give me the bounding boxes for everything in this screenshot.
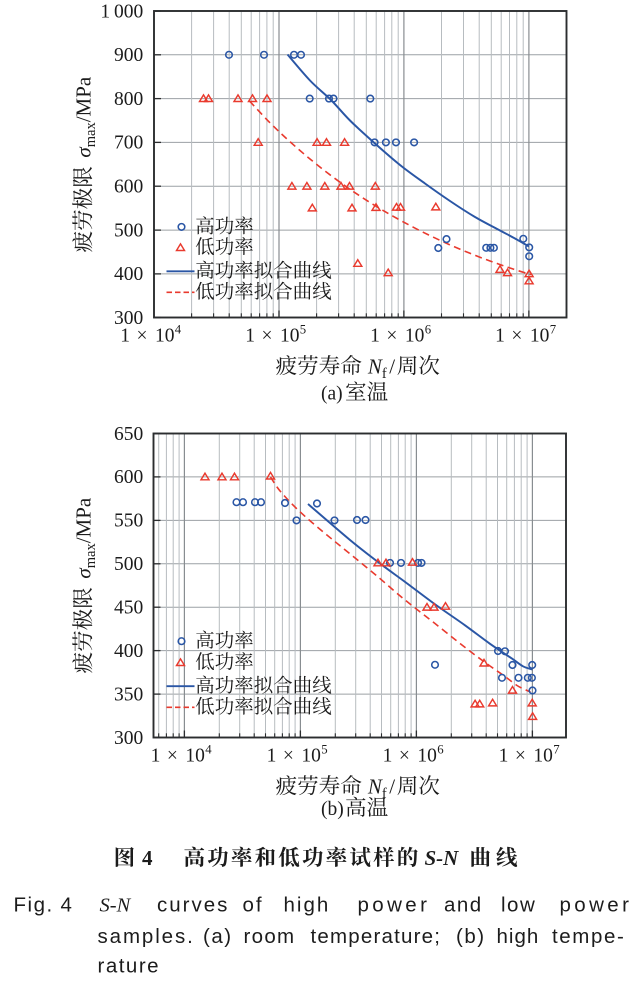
- svg-text:S-N: S-N: [100, 895, 132, 917]
- svg-text:1×106: 1 × 106: [370, 323, 432, 347]
- svg-text:high: high: [284, 894, 331, 917]
- svg-text:1×104: 1 × 104: [120, 323, 182, 347]
- svg-text:1×104: 1 × 104: [151, 743, 213, 767]
- svg-text:Fig.: Fig.: [14, 894, 54, 917]
- svg-text:S-N: S-N: [425, 846, 460, 870]
- svg-text:800: 800: [114, 89, 143, 110]
- svg-text:high: high: [497, 925, 540, 948]
- svg-text:1 000: 1 000: [100, 1, 143, 22]
- svg-text:Nf/: Nf /: [367, 774, 395, 802]
- svg-text:1×107: 1 × 107: [499, 743, 561, 767]
- svg-text:power: power: [358, 894, 431, 917]
- svg-text:1×105: 1 × 105: [245, 323, 306, 347]
- svg-text:500: 500: [114, 554, 143, 575]
- svg-text:curves: curves: [157, 894, 229, 917]
- svg-text:(b): (b): [321, 799, 344, 820]
- svg-text:σmax/MPa: σmax/MPa: [72, 76, 100, 158]
- svg-text:400: 400: [114, 264, 143, 285]
- svg-text:650: 650: [114, 424, 143, 445]
- svg-text:of: of: [243, 894, 264, 917]
- svg-text:600: 600: [114, 177, 143, 198]
- svg-text:600: 600: [114, 467, 143, 488]
- svg-text:4: 4: [61, 894, 72, 917]
- svg-text:4: 4: [142, 846, 153, 870]
- svg-text:and: and: [444, 894, 483, 917]
- svg-text:300: 300: [114, 308, 143, 329]
- svg-text:Nf/: Nf /: [367, 354, 395, 382]
- svg-text:1×105: 1 × 105: [267, 743, 328, 767]
- svg-text:450: 450: [114, 598, 143, 619]
- svg-text:σmax/MPa: σmax/MPa: [72, 497, 100, 579]
- svg-text:1×106: 1 × 106: [383, 743, 445, 767]
- svg-text:550: 550: [114, 511, 143, 532]
- svg-text:rature: rature: [98, 955, 161, 978]
- svg-text:700: 700: [114, 133, 143, 154]
- svg-text:room: room: [244, 925, 296, 948]
- svg-text:900: 900: [114, 45, 143, 66]
- svg-text:low: low: [501, 894, 536, 917]
- svg-text:(a): (a): [321, 384, 343, 405]
- svg-text:tempe-: tempe-: [552, 925, 625, 948]
- svg-text:1×107: 1 × 107: [495, 323, 557, 347]
- svg-text:(a): (a): [203, 925, 233, 948]
- svg-text:temperature;: temperature;: [311, 925, 442, 948]
- svg-text:500: 500: [114, 220, 143, 241]
- svg-text:300: 300: [114, 728, 143, 749]
- svg-text:samples.: samples.: [98, 925, 195, 948]
- svg-text:350: 350: [114, 684, 143, 705]
- svg-text:400: 400: [114, 641, 143, 662]
- svg-text:(b): (b): [456, 925, 486, 948]
- svg-text:power: power: [560, 894, 633, 917]
